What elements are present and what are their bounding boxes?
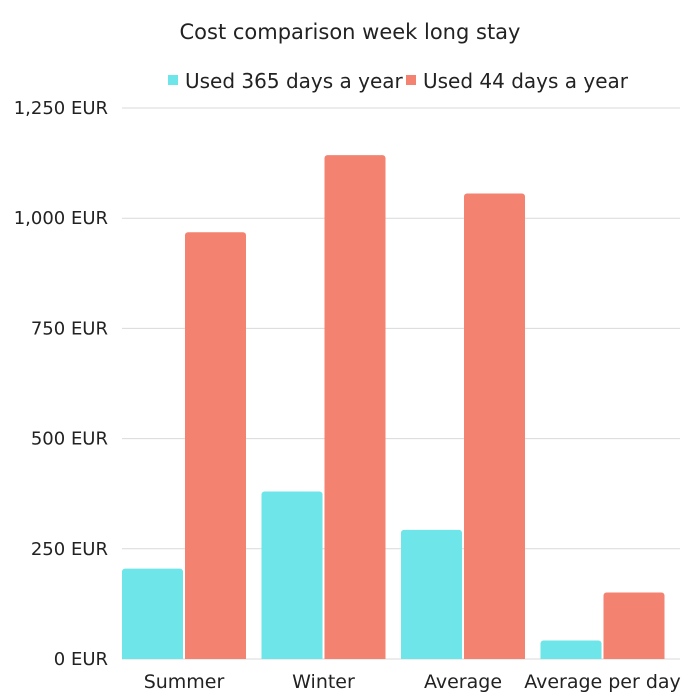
bar-summer-series-1 (122, 568, 183, 659)
legend-label-series-1: Used 365 days a year (185, 69, 404, 93)
bar-average-series-2 (464, 193, 525, 659)
x-axis: Summer Winter Average Average per day (144, 671, 681, 693)
legend-swatch-series-1 (168, 75, 178, 85)
y-tick-label: 0 EUR (54, 649, 108, 670)
legend: Used 365 days a year Used 44 days a year (168, 69, 629, 93)
y-tick-label: 500 EUR (31, 429, 108, 450)
bar-average-per-day-series-1 (540, 640, 602, 659)
x-tick-label: Summer (144, 671, 225, 693)
x-tick-label: Average per day (524, 671, 681, 693)
bar-average-per-day-series-2 (603, 592, 665, 659)
x-tick-label: Average (424, 671, 502, 693)
bars (122, 155, 665, 659)
chart-title: Cost comparison week long stay (180, 20, 521, 44)
bar-average-series-1 (401, 529, 462, 659)
y-tick-label: 750 EUR (31, 318, 108, 339)
bar-summer-series-2 (185, 232, 246, 659)
legend-label-series-2: Used 44 days a year (423, 69, 629, 93)
y-tick-label: 1,250 EUR (14, 98, 108, 119)
bar-winter-series-2 (324, 155, 386, 659)
y-axis: 0 EUR 250 EUR 500 EUR 750 EUR 1,000 EUR 1,250… (14, 98, 108, 670)
legend-swatch-series-2 (406, 75, 416, 85)
x-tick-label: Winter (292, 671, 355, 693)
y-tick-label: 250 EUR (31, 539, 108, 560)
bar-winter-series-1 (261, 491, 323, 659)
y-tick-label: 1,000 EUR (14, 208, 108, 229)
